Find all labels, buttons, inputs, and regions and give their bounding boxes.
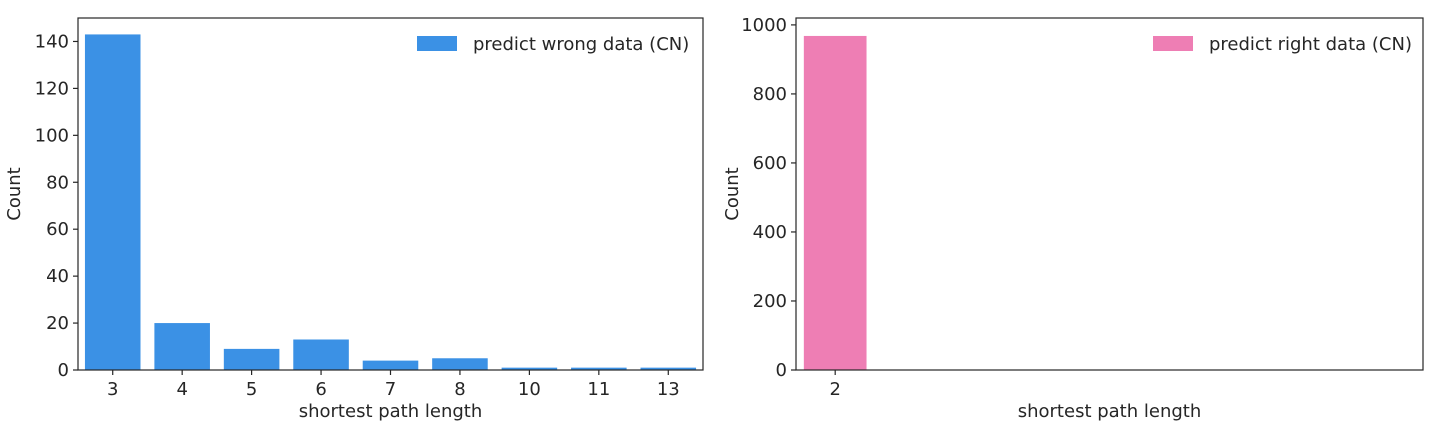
bar-left-13 <box>640 367 697 370</box>
x-ticks-left: 3 4 5 6 7 8 10 11 13 <box>107 370 680 400</box>
bars-right <box>803 35 867 370</box>
x-axis-label-left: shortest path length <box>299 401 483 422</box>
x-tick-label-left-4: 4 <box>176 379 187 400</box>
bar-left-3 <box>84 34 141 370</box>
bar-left-5 <box>223 348 280 370</box>
chart-left: 0 20 40 60 80 100 120 140 3 4 5 6 7 8 10 11 13 shortest… <box>4 17 704 422</box>
y-tick-label-left-120: 120 <box>35 78 69 99</box>
x-ticks-right: 2 <box>829 370 841 400</box>
x-tick-label-left-8: 8 <box>454 379 465 400</box>
x-tick-label-left-11: 11 <box>587 379 610 400</box>
y-tick-label-left-80: 80 <box>46 172 69 193</box>
y-axis-label-left: Count <box>4 167 25 220</box>
y-tick-label-right-1000: 1000 <box>741 15 787 36</box>
y-tick-label-right-200: 200 <box>753 291 787 312</box>
bars-left <box>84 34 697 370</box>
bar-left-4 <box>154 323 210 370</box>
x-tick-label-left-6: 6 <box>315 379 326 400</box>
y-tick-label-left-40: 40 <box>46 266 69 287</box>
y-tick-label-right-0: 0 <box>776 360 787 381</box>
bar-left-10 <box>501 367 558 370</box>
y-tick-label-left-20: 20 <box>46 313 69 334</box>
bar-left-8 <box>432 358 488 370</box>
x-tick-label-left-5: 5 <box>246 379 257 400</box>
bar-right-2 <box>803 35 867 370</box>
legend-label-left: predict wrong data (CN) <box>473 34 689 55</box>
y-tick-label-left-100: 100 <box>35 125 69 146</box>
y-tick-label-right-800: 800 <box>753 84 787 105</box>
plot-frame-left <box>77 17 704 371</box>
x-tick-label-left-3: 3 <box>107 379 118 400</box>
legend-label-right: predict right data (CN) <box>1209 34 1412 55</box>
plot-frame-right <box>795 17 1424 371</box>
x-tick-label-left-10: 10 <box>518 379 541 400</box>
legend-right: predict right data (CN) <box>1153 34 1412 55</box>
x-tick-label-right-2: 2 <box>829 379 840 400</box>
legend-swatch-left <box>417 36 457 51</box>
chart-right: 0 200 400 600 800 1000 2 shortest path length… <box>722 15 1424 422</box>
y-axis-label-right: Count <box>722 167 743 220</box>
x-tick-label-left-7: 7 <box>385 379 396 400</box>
y-tick-label-left-60: 60 <box>46 219 69 240</box>
legend-swatch-right <box>1153 36 1193 51</box>
bar-left-7 <box>362 360 419 370</box>
x-axis-label-right: shortest path length <box>1018 401 1202 422</box>
y-tick-label-right-600: 600 <box>753 153 787 174</box>
y-tick-label-right-400: 400 <box>753 222 787 243</box>
y-tick-label-left-0: 0 <box>58 360 69 381</box>
legend-left: predict wrong data (CN) <box>417 34 689 55</box>
bar-left-11 <box>571 367 627 370</box>
x-tick-label-left-13: 13 <box>657 379 680 400</box>
bar-left-6 <box>293 339 349 370</box>
y-ticks-left: 0 20 40 60 80 100 120 140 <box>35 31 78 381</box>
y-tick-label-left-140: 140 <box>35 31 69 52</box>
y-ticks-right: 0 200 400 600 800 1000 <box>741 15 796 381</box>
